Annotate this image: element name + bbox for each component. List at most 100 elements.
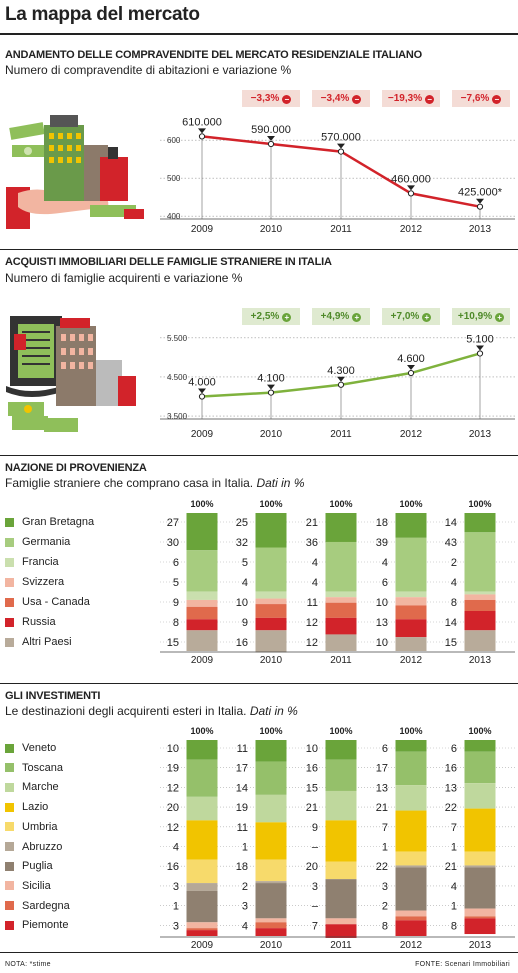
value-label: 4 [242, 920, 248, 932]
bar-segment [325, 759, 357, 791]
legend-item: Piemonte [5, 917, 162, 933]
bar-segment [464, 783, 496, 809]
bar-segment [325, 591, 357, 598]
x-tick-label: 2012 [400, 940, 423, 951]
footnote: NOTA: *stime [5, 961, 51, 968]
bar-segment [325, 541, 357, 592]
value-label: 6 [382, 577, 388, 589]
bar-segment [186, 513, 218, 551]
x-tick-label: 2012 [400, 655, 423, 666]
legend-item: Sicilia [5, 878, 162, 894]
legend-label: Sicilia [22, 879, 51, 892]
value-label: 11 [237, 822, 248, 834]
value-label: 36 [306, 537, 318, 549]
total-label: 100% [190, 499, 213, 509]
data-label: 4.600 [397, 353, 425, 365]
bar-segment [186, 630, 218, 651]
value-label: 1 [242, 842, 248, 854]
x-tick-label: 2009 [191, 655, 214, 666]
bar-segment [395, 910, 427, 917]
bar-segment [186, 883, 218, 891]
legend-item: Veneto [5, 740, 162, 756]
bar-segment [325, 820, 357, 862]
x-tick-label: 2009 [191, 224, 214, 235]
legend-label: Germania [22, 536, 71, 548]
value-label: 2 [242, 881, 248, 893]
value-label: 1 [451, 842, 457, 854]
value-label: 27 [167, 517, 179, 529]
value-label: 10 [376, 597, 388, 609]
value-label: 3 [382, 881, 388, 893]
bar-segment [186, 591, 218, 600]
value-label: 4 [312, 557, 318, 569]
legend-swatch [5, 517, 14, 527]
value-label: 25 [236, 517, 248, 529]
data-label: 590.000 [251, 124, 291, 136]
section-rule [0, 249, 518, 250]
legend-swatch [5, 782, 14, 792]
total-label: 100% [259, 726, 282, 736]
value-label: 15 [445, 637, 457, 649]
bar-segment [255, 617, 287, 631]
point-marker [337, 376, 345, 382]
bar-segment [395, 637, 427, 651]
point-marker [407, 185, 415, 191]
point-marker [267, 384, 275, 390]
legend-item: Germania [5, 534, 162, 550]
legend-item: Russia [5, 614, 162, 630]
legend-item: Svizzera [5, 574, 162, 590]
value-label: 18 [376, 517, 388, 529]
bar-segment [255, 794, 287, 823]
minus-circle-icon: − [492, 95, 502, 104]
bar-segment [255, 591, 287, 599]
value-label: – [312, 901, 319, 913]
plus-circle-icon: + [495, 313, 505, 322]
bar-segment [464, 867, 496, 909]
bar-segment [464, 751, 496, 784]
legend-label: Gran Bretagna [22, 516, 95, 528]
legend-item: Toscana [5, 760, 162, 776]
value-label: 14 [445, 517, 457, 529]
value-label: 9 [312, 822, 318, 834]
x-tick-label: 2013 [469, 940, 492, 951]
bar-segment [325, 924, 357, 938]
value-label: 30 [167, 537, 179, 549]
bar-segment [464, 918, 496, 935]
variation-badge: −3,4% − [312, 90, 370, 107]
value-label: 4 [173, 842, 179, 854]
value-label: 8 [173, 617, 179, 629]
value-label: 3 [242, 901, 248, 913]
value-label: 16 [236, 637, 248, 649]
total-label: 100% [259, 499, 282, 509]
data-label: 610.000 [182, 116, 222, 128]
legend-item: Sardegna [5, 898, 162, 914]
legend-swatch [5, 743, 14, 753]
bar-segment [255, 740, 287, 762]
bar-segment [395, 537, 427, 592]
x-tick-label: 2011 [330, 940, 352, 951]
x-tick-label: 2013 [469, 224, 492, 235]
data-point [267, 389, 275, 396]
bar-segment [395, 619, 427, 638]
value-label: 2 [382, 901, 388, 913]
variation-badge: −19,3% − [382, 90, 440, 107]
value-label: 6 [382, 743, 388, 755]
x-tick-label: 2010 [260, 429, 283, 440]
value-label: 9 [173, 597, 179, 609]
bar-segment [255, 918, 287, 923]
bar-segment [255, 513, 287, 548]
bar-segment [255, 598, 287, 605]
legend-swatch [5, 901, 14, 911]
value-label: 13 [376, 617, 388, 629]
bar-segment [255, 922, 287, 929]
x-tick-label: 2012 [400, 224, 423, 235]
section-title-compravendite: ANDAMENTO DELLE COMPRAVENDITE DEL MERCAT… [5, 49, 423, 61]
bar-segment [395, 920, 427, 936]
data-point [337, 381, 345, 388]
minus-circle-icon: − [282, 95, 292, 104]
x-tick-label: 2009 [191, 940, 214, 951]
value-label: 4 [451, 881, 457, 893]
legend-swatch [5, 637, 14, 647]
x-tick-label: 2010 [260, 224, 283, 235]
data-point [198, 133, 206, 140]
